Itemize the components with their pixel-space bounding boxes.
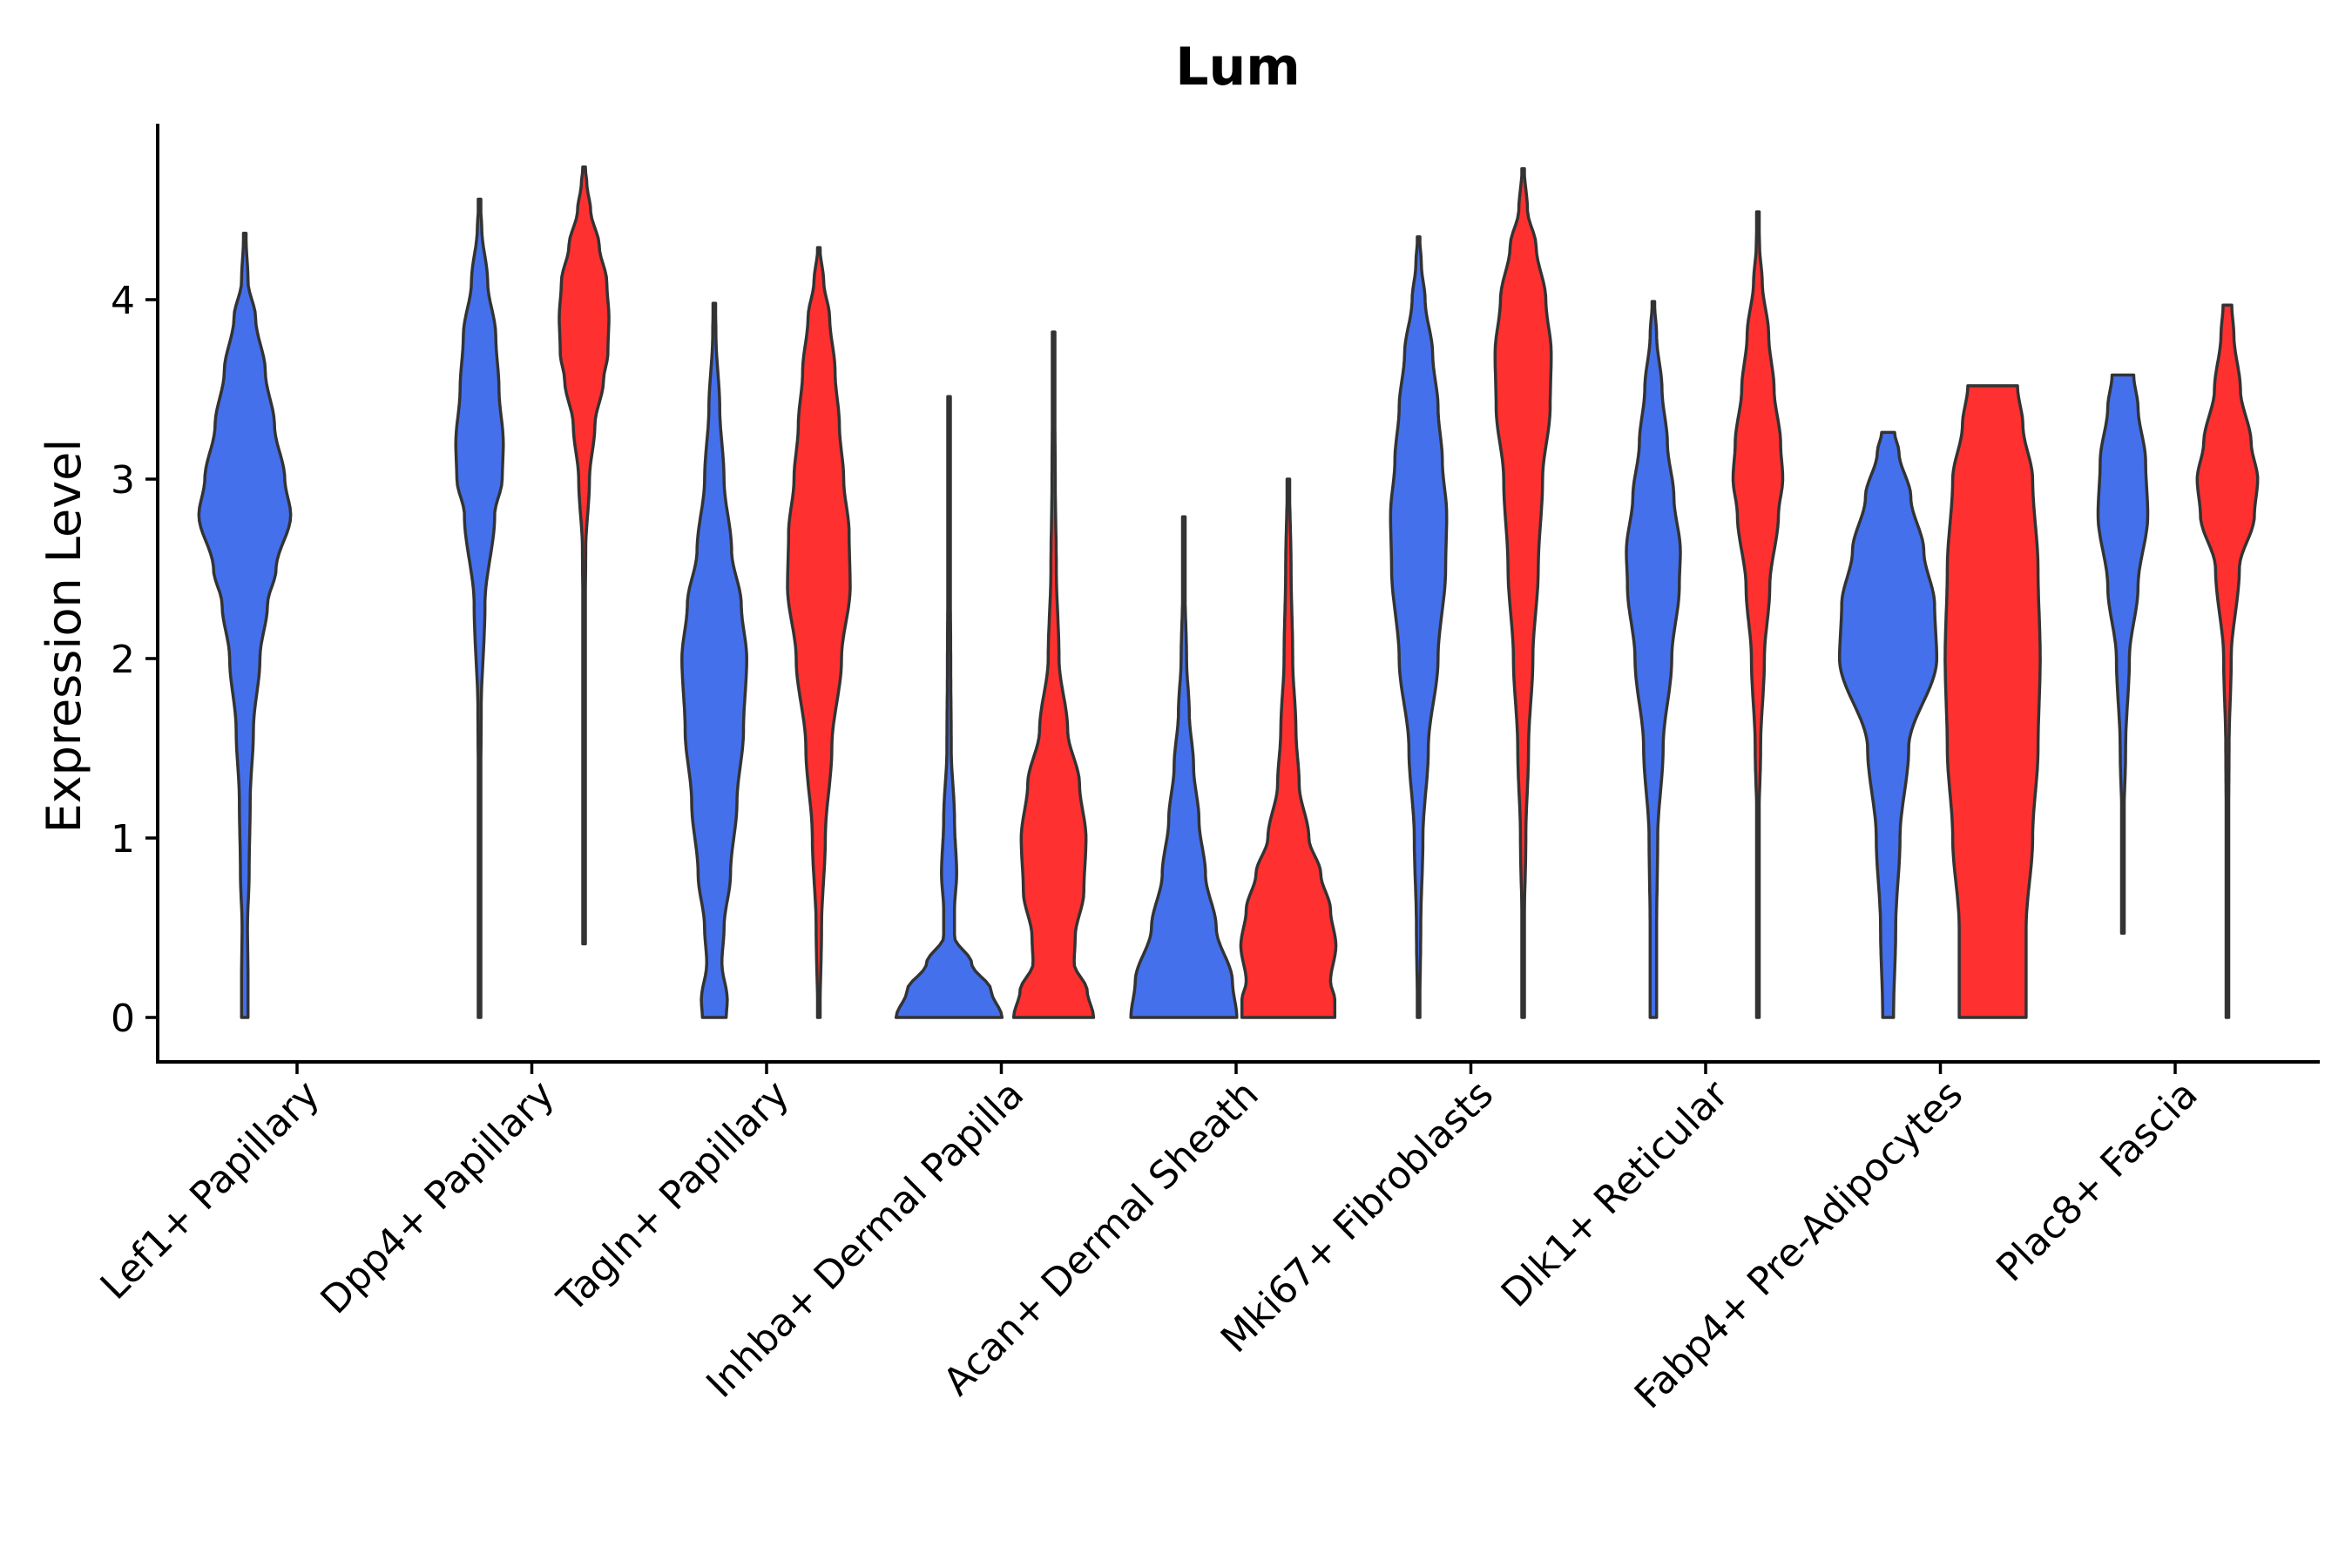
violin-dlk1-reticular-group1 bbox=[1625, 300, 1682, 1019]
violin-tagln-papillary-group1 bbox=[680, 301, 748, 1019]
violin-dlk1-reticular-group2 bbox=[1731, 210, 1785, 1019]
violin-lef1-papillary-group1 bbox=[197, 232, 293, 1019]
violin-plac8-fascia-group1 bbox=[2096, 373, 2150, 935]
y-tick-label: 2 bbox=[111, 638, 135, 682]
violin-dpp4-papillary-group1 bbox=[454, 197, 505, 1019]
y-tick-label: 4 bbox=[111, 279, 135, 323]
x-tick-label-mki67-fibroblasts: Mki67+ Fibroblasts bbox=[1213, 1072, 1502, 1362]
chart-title: Lum bbox=[1175, 37, 1300, 98]
violin-fabp4-pre-adipocytes-group2 bbox=[1943, 384, 2042, 1019]
x-tick-label-plac8-fascia: Plac8+ Fascia bbox=[1988, 1072, 2207, 1291]
y-axis-label: Expression Level bbox=[37, 439, 91, 834]
violin-tagln-papillary-group2 bbox=[786, 246, 852, 1019]
y-tick-label: 3 bbox=[111, 458, 135, 503]
violin-inhba-dermal-papilla-group2 bbox=[1011, 330, 1096, 1019]
violin-fabp4-pre-adipocytes-group1 bbox=[1837, 430, 1939, 1019]
x-tick-label-lef1-papillary: Lef1+ Papillary bbox=[92, 1072, 328, 1308]
x-tick-label-dlk1-reticular: Dlk1+ Reticular bbox=[1493, 1071, 1738, 1316]
violin-plac8-fascia-group2 bbox=[2195, 303, 2260, 1019]
y-ticks: 0 1 2 3 4 bbox=[111, 279, 158, 1041]
violin-acan-dermal-sheath-group1 bbox=[1129, 515, 1239, 1019]
violin-dpp4-papillary-group2 bbox=[558, 165, 611, 946]
y-tick-label: 1 bbox=[111, 817, 135, 862]
violin-acan-dermal-sheath-group2 bbox=[1239, 477, 1338, 1019]
y-tick-label: 0 bbox=[111, 997, 135, 1041]
violin-inhba-dermal-papilla-group1 bbox=[894, 395, 1004, 1019]
x-tick-label-tagln-papillary: Tagln+ Papillary bbox=[549, 1072, 798, 1321]
violin-mki67-fibroblasts-group1 bbox=[1389, 235, 1449, 1019]
violin-mki67-fibroblasts-group2 bbox=[1493, 166, 1553, 1019]
axes bbox=[156, 124, 2320, 1064]
x-tick-label-dpp4-papillary: Dpp4+ Papillary bbox=[313, 1072, 564, 1323]
violin-group bbox=[197, 165, 2260, 1019]
